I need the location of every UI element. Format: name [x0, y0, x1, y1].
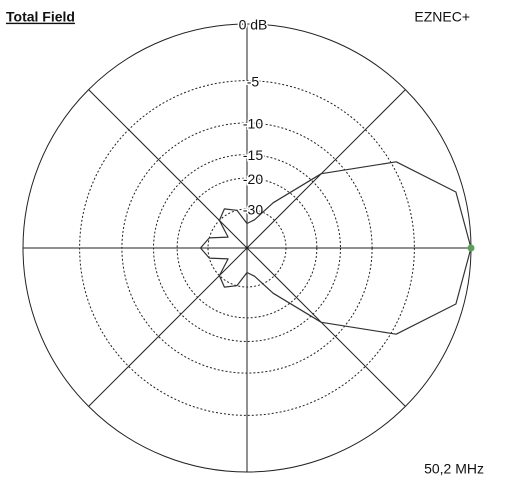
ring-label: -30 [243, 202, 263, 218]
grid-ring [176, 177, 318, 319]
grid-ring [79, 80, 415, 416]
grid-ring [153, 154, 341, 342]
ring-label: -5 [247, 73, 260, 89]
grid-ring [121, 122, 373, 374]
spoke [246, 89, 406, 249]
max-marker [467, 244, 475, 252]
ring-label: -15 [243, 147, 263, 163]
spoke [246, 247, 406, 407]
pattern-line [199, 161, 472, 335]
grid-ring [207, 208, 287, 288]
chart-title: Total Field [6, 9, 75, 25]
ring-label: -10 [243, 116, 263, 132]
chart-subtitle: EZNEC+ [414, 9, 470, 25]
ring-label: -20 [243, 171, 263, 187]
ring-label: 0 dB [239, 17, 268, 33]
annotation: 50,2 MHz [424, 461, 484, 477]
